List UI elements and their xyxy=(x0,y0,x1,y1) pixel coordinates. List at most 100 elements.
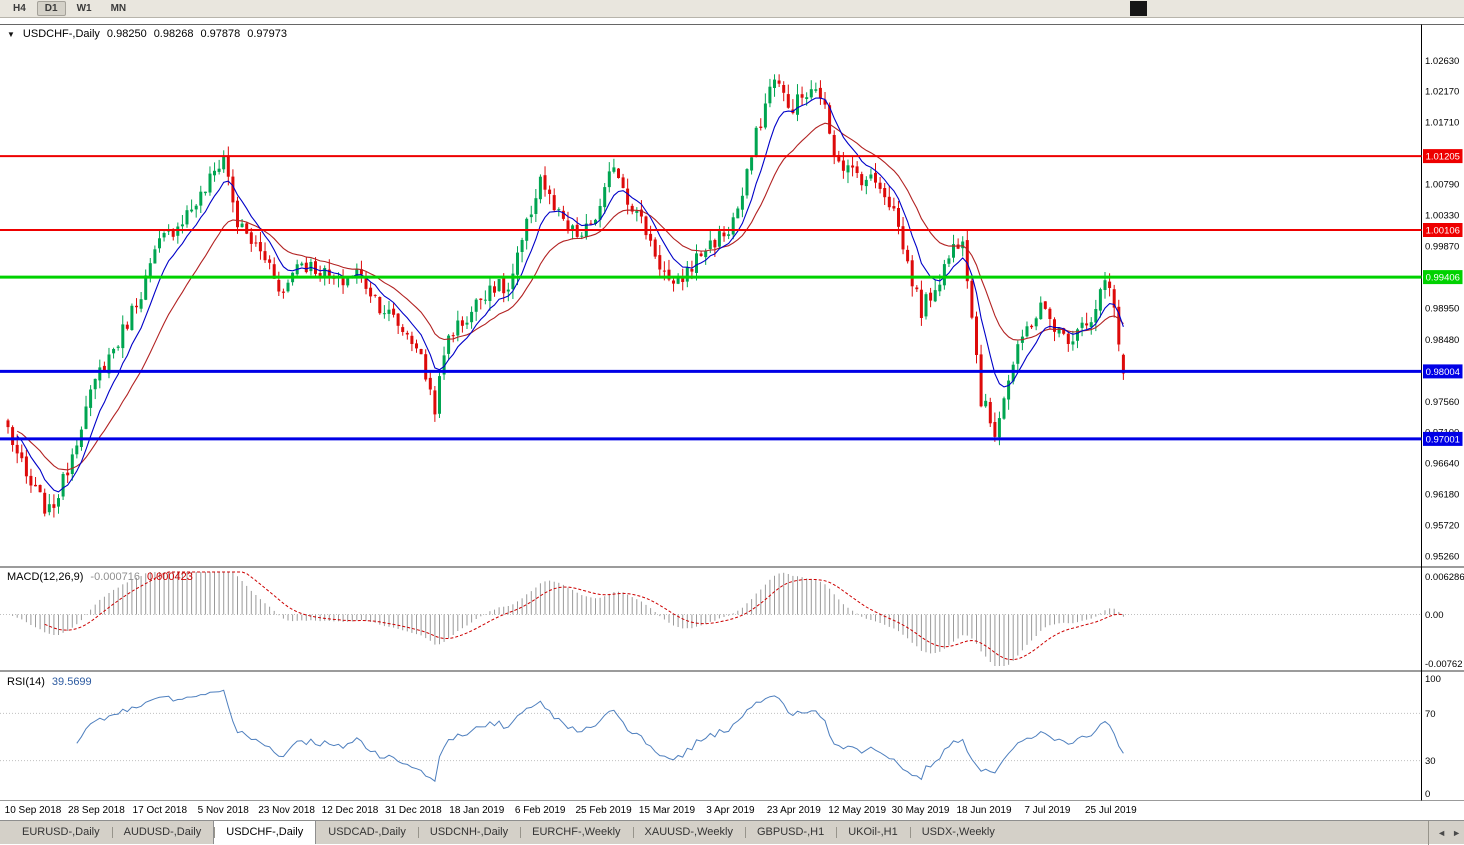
candle-body xyxy=(378,297,382,314)
candle-body xyxy=(433,390,437,415)
candle-body xyxy=(190,209,194,212)
timeframe-mn-button[interactable]: MN xyxy=(110,3,127,14)
chart-tab-usdchf-daily[interactable]: USDCHF-,Daily xyxy=(213,820,317,844)
date-axis-tick: 18 Jun 2019 xyxy=(956,805,1011,816)
candle-body xyxy=(442,355,446,375)
chart-background xyxy=(0,18,1464,820)
chart-tab-audusd-daily[interactable]: AUDUSD-,Daily xyxy=(111,821,214,844)
candle-body xyxy=(460,320,464,326)
candle-body xyxy=(470,311,474,323)
macd-axis-tick: 0.00 xyxy=(1425,610,1444,621)
timeframe-d1-button[interactable]: D1 xyxy=(36,1,66,16)
candle-body xyxy=(736,208,740,219)
candle-body xyxy=(763,103,767,128)
candle-body xyxy=(194,205,198,210)
candle-body xyxy=(43,492,47,514)
rsi-pane-divider xyxy=(0,670,1464,672)
candle-body xyxy=(162,233,166,238)
candle-body xyxy=(176,226,180,236)
candle-body xyxy=(102,365,106,372)
price-axis-tick: 0.95260 xyxy=(1425,551,1459,562)
price-tag-label: 1.01205 xyxy=(1426,152,1460,163)
candle-body xyxy=(277,279,281,292)
candle-body xyxy=(263,251,267,261)
chart-tab-eurusd-daily[interactable]: EURUSD-,Daily xyxy=(22,826,100,838)
candle-body xyxy=(777,80,781,84)
candle-body xyxy=(658,255,662,270)
chart-tab-gbpusd-h1[interactable]: GBPUSD-,H1 xyxy=(744,821,836,844)
price-axis-tick: 1.00790 xyxy=(1425,180,1459,191)
chart-tab-ukoil-h1[interactable]: UKOil-,H1 xyxy=(836,821,910,844)
candle-body xyxy=(401,327,405,332)
candle-body xyxy=(924,294,928,317)
candle-body xyxy=(883,188,887,198)
price-tag-box xyxy=(1423,431,1463,446)
candle-body xyxy=(327,269,331,276)
date-axis-tick: 23 Apr 2019 xyxy=(767,805,821,816)
price-tag-label: 1.00106 xyxy=(1426,226,1460,237)
candle-body xyxy=(639,209,643,217)
candle-body xyxy=(1117,306,1121,345)
candle-body xyxy=(997,418,1001,438)
candle-body xyxy=(552,195,556,211)
candle-body xyxy=(621,177,625,188)
candle-body xyxy=(929,292,933,301)
candle-body xyxy=(451,335,455,337)
candle-body xyxy=(318,273,322,278)
rsi-axis-tick: 30 xyxy=(1425,756,1436,767)
candle-body xyxy=(832,135,836,157)
rsi-axis-tick: 0 xyxy=(1425,789,1430,800)
ma-fast-line xyxy=(16,97,1124,493)
toolbar-dark-marker xyxy=(1130,1,1147,16)
candle-body xyxy=(759,126,763,128)
candle-body xyxy=(38,485,42,493)
chart-tab-eurchf-weekly[interactable]: EURCHF-,Weekly xyxy=(520,821,632,844)
chart-dropdown-icon[interactable]: ▼ xyxy=(7,29,15,39)
candle-body xyxy=(438,376,441,414)
candle-body xyxy=(603,187,607,208)
candle-body xyxy=(897,208,900,227)
candle-body xyxy=(685,267,689,282)
candle-body xyxy=(346,277,350,286)
timeframe-w1-button[interactable]: W1 xyxy=(76,3,92,14)
candle-body xyxy=(1007,380,1011,400)
candle-body xyxy=(1025,326,1029,337)
candle-body xyxy=(1094,309,1098,323)
price-axis-tick: 1.00330 xyxy=(1425,210,1459,221)
price-tag-label: 0.99406 xyxy=(1426,273,1460,284)
candle-body xyxy=(864,179,868,187)
chart-tab-xauusd-weekly[interactable]: XAUUSD-,Weekly xyxy=(632,821,745,844)
candle-body xyxy=(98,367,102,381)
tab-scroll-right-icon[interactable]: ► xyxy=(1452,828,1461,838)
candle-body xyxy=(722,232,726,237)
chart-tab-usdcnh-daily[interactable]: USDCNH-,Daily xyxy=(417,821,520,844)
candle-body xyxy=(961,241,965,249)
candle-body xyxy=(915,287,919,290)
chart-tab-usdcad-daily[interactable]: USDCAD-,Daily xyxy=(328,826,406,838)
candle-body xyxy=(529,214,533,218)
candle-body xyxy=(323,268,327,278)
candle-body xyxy=(61,474,65,497)
candle-body xyxy=(107,354,111,374)
candle-body xyxy=(355,268,359,277)
tab-scroll-left-icon[interactable]: ◄ xyxy=(1437,828,1447,838)
candle-body xyxy=(153,249,157,264)
candle-body xyxy=(231,176,235,203)
timeframe-h4-button[interactable]: H4 xyxy=(13,3,26,14)
candle-body xyxy=(773,79,776,88)
chart-tab-usdx-weekly[interactable]: USDX-,Weekly xyxy=(909,821,1007,844)
candle-body xyxy=(387,309,391,314)
date-axis-tick: 12 Dec 2018 xyxy=(322,805,379,816)
candle-body xyxy=(245,223,249,234)
candle-body xyxy=(1112,289,1116,308)
candle-body xyxy=(304,262,308,273)
date-axis-tick: 17 Oct 2018 xyxy=(133,805,188,816)
rsi-title: RSI(14) xyxy=(7,676,45,688)
candle-body xyxy=(814,89,818,91)
candle-body xyxy=(15,444,19,454)
candle-body xyxy=(566,220,570,231)
candle-body xyxy=(171,230,175,237)
date-axis-tick: 12 May 2019 xyxy=(828,805,886,816)
candle-body xyxy=(630,205,634,212)
